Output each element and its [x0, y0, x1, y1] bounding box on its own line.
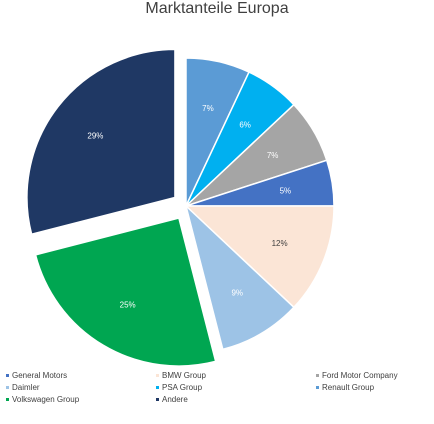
data-label-ford-motor-company: 7%: [267, 151, 279, 160]
legend-label: Volkswagen Group: [12, 395, 80, 404]
legend-swatch: [6, 386, 9, 389]
legend-swatch: [156, 386, 159, 389]
legend-label: Daimler: [12, 383, 40, 392]
legend-swatch: [316, 386, 319, 389]
pie-slice-bmw-group: [184, 205, 335, 309]
legend-label: Ford Motor Company: [322, 371, 398, 380]
legend-swatch: [156, 398, 159, 401]
legend-item-ford-motor-company: Ford Motor Company: [316, 371, 398, 380]
legend-swatch: [6, 374, 9, 377]
legend-label: General Motors: [12, 371, 68, 380]
legend-label: PSA Group: [162, 383, 203, 392]
data-label-bmw-group: 12%: [272, 239, 288, 248]
legend-swatch: [156, 374, 159, 377]
legend-item-bmw-group: BMW Group: [156, 371, 206, 380]
legend-label: BMW Group: [162, 371, 207, 380]
legend-label: Renault Group: [322, 383, 375, 392]
legend-item-renault-group: Renault Group: [316, 383, 374, 392]
pie-slice-volkswagen-group: [34, 217, 217, 367]
legend-swatch: [6, 398, 9, 401]
data-label-volkswagen-group: 25%: [120, 301, 136, 310]
legend-item-psa-group: PSA Group: [156, 383, 202, 392]
chart-title: Marktanteile Europa: [145, 0, 289, 17]
pie-slice-andere: [26, 48, 176, 236]
legend-swatch: [316, 374, 319, 377]
legend-item-volkswagen-group: Volkswagen Group: [6, 395, 79, 404]
data-label-daimler: 9%: [231, 289, 243, 298]
chart-legend: General Motors BMW Group Ford Motor Compan…: [0, 371, 434, 421]
data-label-psa-group: 6%: [239, 121, 251, 130]
pie-slice-daimler: [184, 203, 295, 351]
data-label-andere: 29%: [87, 132, 103, 141]
legend-item-andere: Andere: [156, 395, 188, 404]
data-label-renault-group: 7%: [202, 104, 214, 113]
legend-label: Andere: [162, 395, 188, 404]
legend-item-general-motors: General Motors: [6, 371, 67, 380]
data-label-general-motors: 5%: [280, 186, 292, 195]
legend-item-daimler: Daimler: [6, 383, 40, 392]
